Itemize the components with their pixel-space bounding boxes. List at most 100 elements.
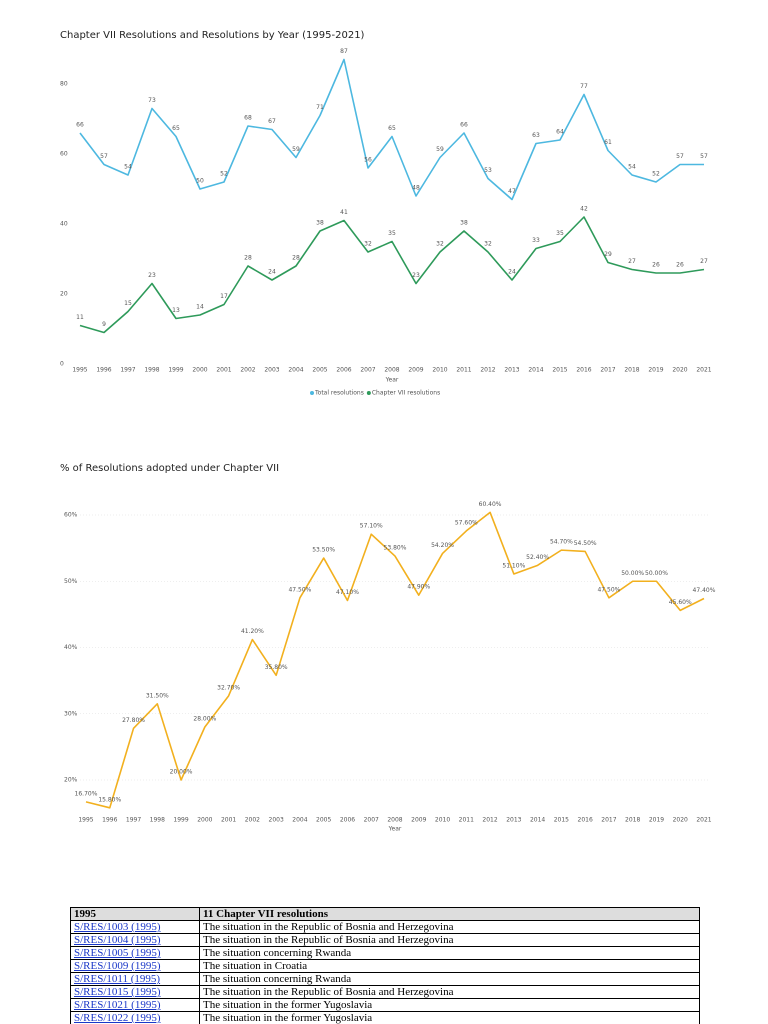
table-row: S/RES/1009 (1995) The situation in Croati… bbox=[70, 959, 700, 973]
data-label: 65 bbox=[172, 125, 180, 132]
line-series bbox=[79, 216, 705, 334]
data-label: 56 bbox=[364, 157, 372, 164]
table-cell: S/RES/1005 (1995) bbox=[70, 946, 200, 960]
x-tick-label: 2010 bbox=[435, 817, 450, 824]
x-tick-label: 2019 bbox=[648, 367, 663, 374]
table-cell: S/RES/1015 (1995) bbox=[70, 985, 200, 999]
resolution-link[interactable]: S/RES/1015 (1995) bbox=[74, 986, 161, 998]
x-tick-label: 1998 bbox=[150, 817, 165, 824]
x-tick-label: 2001 bbox=[221, 817, 236, 824]
legend-marker bbox=[366, 391, 371, 395]
x-tick-label: 2004 bbox=[292, 817, 307, 824]
x-tick-label: 1999 bbox=[168, 367, 183, 374]
data-label: 63 bbox=[532, 132, 540, 139]
table-header: 1995 11 Chapter VII resolutions bbox=[70, 907, 700, 921]
data-label: 28 bbox=[244, 255, 252, 262]
data-label: 47 bbox=[508, 188, 516, 195]
x-tick-label: 1999 bbox=[173, 817, 188, 824]
data-label: 60.40% bbox=[479, 501, 502, 508]
x-tick-label: 2011 bbox=[459, 817, 474, 824]
x-tick-label: 2013 bbox=[506, 817, 521, 824]
x-tick-label: 2002 bbox=[245, 817, 260, 824]
data-label: 31.50% bbox=[146, 692, 169, 699]
x-tick-label: 2006 bbox=[336, 367, 351, 374]
data-label: 57.60% bbox=[455, 519, 478, 526]
x-tick-label: 2018 bbox=[625, 817, 640, 824]
data-label: 53.80% bbox=[384, 545, 407, 552]
resolution-link[interactable]: S/RES/1004 (1995) bbox=[74, 934, 161, 946]
header-cell: 1995 bbox=[70, 907, 200, 921]
data-label: 54.70% bbox=[550, 539, 573, 546]
data-label: 15 bbox=[124, 300, 132, 307]
x-tick-label: 2003 bbox=[269, 817, 284, 824]
data-label: 50 bbox=[196, 178, 204, 185]
data-label: 17 bbox=[220, 293, 228, 300]
data-label: 54 bbox=[628, 164, 636, 171]
resolution-link[interactable]: S/RES/1009 (1995) bbox=[74, 960, 161, 972]
data-label: 28 bbox=[292, 255, 300, 262]
resolution-link[interactable]: S/RES/1005 (1995) bbox=[74, 947, 161, 959]
data-label: 38 bbox=[316, 220, 324, 227]
y-tick-label: 20% bbox=[64, 777, 78, 784]
data-label: 66 bbox=[76, 122, 84, 129]
x-axis-title: Year bbox=[388, 826, 402, 833]
resolution-link[interactable]: S/RES/1022 (1995) bbox=[74, 1012, 161, 1024]
x-tick-label: 2020 bbox=[672, 367, 687, 374]
data-label: 54.20% bbox=[431, 542, 454, 549]
data-label: 57.10% bbox=[360, 523, 383, 530]
data-label: 66 bbox=[460, 122, 468, 129]
y-tick-label: 50% bbox=[64, 578, 78, 585]
resolution-link[interactable]: S/RES/1011 (1995) bbox=[74, 973, 161, 985]
table-row: S/RES/1003 (1995) The situation in the Re… bbox=[70, 920, 700, 934]
data-label: 71 bbox=[316, 104, 324, 111]
x-tick-label: 2016 bbox=[576, 367, 591, 374]
data-label: 26 bbox=[652, 262, 660, 269]
x-tick-label: 2004 bbox=[288, 367, 303, 374]
data-label: 33 bbox=[532, 237, 540, 244]
x-tick-label: 2019 bbox=[649, 817, 664, 824]
table-cell: The situation in the Republic of Bosnia … bbox=[199, 920, 700, 934]
x-tick-label: 2000 bbox=[197, 817, 212, 824]
data-label: 50.00% bbox=[645, 570, 668, 577]
charts: Chapter VII Resolutions and Resolutions … bbox=[60, 30, 716, 833]
data-label: 23 bbox=[412, 272, 420, 279]
x-tick-label: 2008 bbox=[387, 817, 402, 824]
y-tick-label: 60% bbox=[64, 512, 78, 519]
table-body: 1995 11 Chapter VII resolutions S/RES/10… bbox=[70, 907, 700, 1024]
x-tick-label: 2015 bbox=[554, 817, 569, 824]
x-tick-label: 2014 bbox=[530, 817, 545, 824]
x-tick-label: 1997 bbox=[126, 817, 141, 824]
x-tick-label: 2006 bbox=[340, 817, 355, 824]
data-label: 27.80% bbox=[122, 717, 145, 724]
resolution-link[interactable]: S/RES/1003 (1995) bbox=[74, 921, 161, 933]
x-tick-label: 2014 bbox=[528, 367, 543, 374]
x-tick-label: 1996 bbox=[96, 367, 111, 374]
data-label: 77 bbox=[580, 83, 588, 90]
data-label: 59 bbox=[292, 146, 300, 153]
data-label: 35 bbox=[388, 230, 396, 237]
data-label: 47.50% bbox=[288, 586, 311, 593]
table-row: S/RES/1005 (1995) The situation concernin… bbox=[70, 946, 700, 960]
x-tick-label: 2017 bbox=[601, 817, 616, 824]
data-label: 87 bbox=[340, 48, 348, 55]
table-cell: The situation in Croatia bbox=[199, 959, 700, 973]
resolution-link[interactable]: S/RES/1021 (1995) bbox=[74, 999, 161, 1011]
data-label: 57 bbox=[100, 153, 108, 160]
table-cell: The situation concerning Rwanda bbox=[199, 946, 700, 960]
x-tick-label: 2020 bbox=[673, 817, 688, 824]
data-label: 57 bbox=[700, 153, 708, 160]
y-tick-label: 80 bbox=[60, 81, 68, 88]
data-label: 32.70% bbox=[217, 684, 240, 691]
data-label: 67 bbox=[268, 118, 276, 125]
legend-label: Total resolutions bbox=[314, 390, 364, 397]
x-tick-label: 1995 bbox=[78, 817, 93, 824]
table-cell: The situation concerning Rwanda bbox=[199, 972, 700, 986]
table-row: S/RES/1015 (1995) The situation in the Re… bbox=[70, 985, 700, 999]
x-tick-label: 2018 bbox=[624, 367, 639, 374]
x-tick-label: 2007 bbox=[364, 817, 379, 824]
data-label: 35 bbox=[556, 230, 564, 237]
data-label: 47.90% bbox=[407, 584, 430, 591]
data-label: 47.10% bbox=[336, 589, 359, 596]
data-label: 52 bbox=[652, 171, 660, 178]
